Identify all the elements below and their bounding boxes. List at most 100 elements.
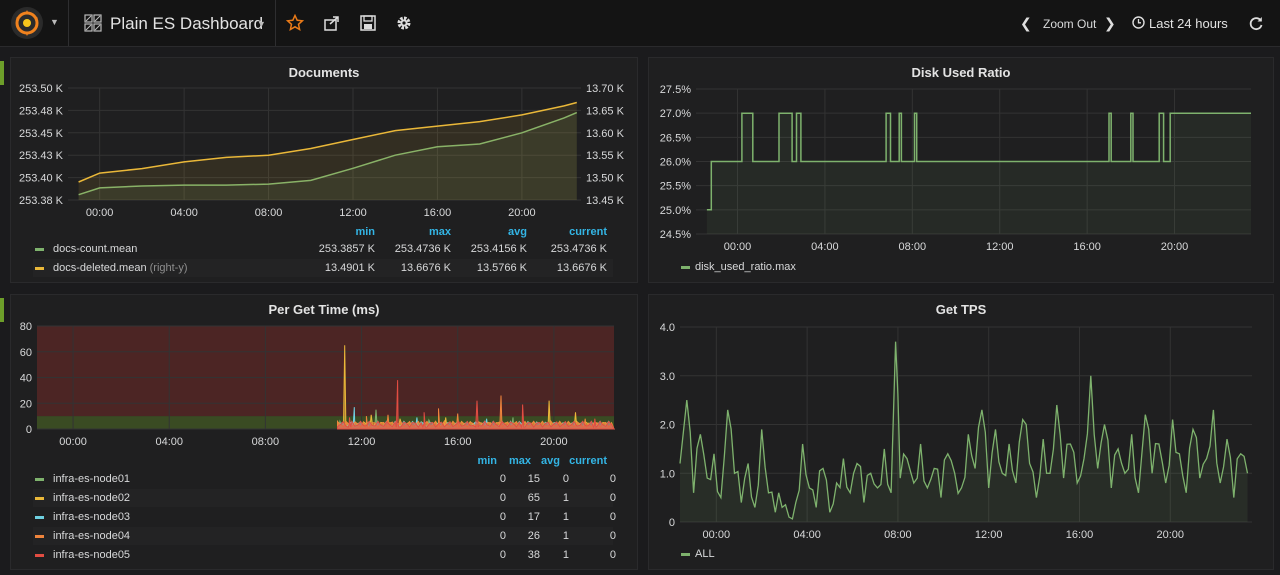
legend-header-avg[interactable]: avg [541,455,560,467]
get-tps-panel: Get TPS 0 1.0 2.0 3.0 4.0 00:00 04:00 08:00 12:0… [648,294,1274,570]
y2-tick-label: 13.50 K [586,173,625,185]
series-color-swatch[interactable] [35,497,44,500]
y-tick-label: 253.50 K [19,83,64,95]
legend-series-row[interactable]: infra-es-node02 0 65 1 0 [33,489,616,507]
x-tick-label: 00:00 [59,436,87,448]
legend-header-max[interactable]: max [428,226,451,238]
dashboard-picker[interactable]: Plain ES Dashboard ▼ [70,0,276,46]
y-tick-label: 253.43 K [19,150,64,162]
y2-tick-label: 13.60 K [586,128,625,140]
x-tick-label: 20:00 [1161,241,1189,253]
time-shift-back-button[interactable]: ❮ [1020,15,1032,31]
legend-current: 0 [609,511,616,523]
tps-legend: ALL [679,545,799,563]
panel-title[interactable]: Get TPS [935,302,987,317]
series-name: docs-deleted.mean [53,262,147,274]
legend-row-stripe [33,489,613,507]
legend-avg: 1 [562,549,569,561]
series-name: ALL [695,548,715,560]
time-range-picker[interactable]: Last 24 hours [1149,16,1228,31]
legend-max: 38 [527,549,540,561]
panel-title[interactable]: Per Get Time (ms) [268,302,380,317]
legend-series-row[interactable]: infra-es-node01 0 15 0 0 [33,470,616,488]
legend-max: 26 [527,530,540,542]
y-tick-label: 26.5% [660,132,691,144]
legend-current: 0 [609,530,616,542]
series-name: disk_used_ratio.max [695,261,796,273]
legend-avg: 1 [562,492,569,504]
refresh-icon[interactable] [1248,15,1264,31]
settings-gear-icon[interactable] [395,14,413,32]
documents-panel: Documents 253.38 K 13.45 K 253.40 K 13.50 K… [10,57,638,283]
y2-tick-label: 13.65 K [586,105,625,117]
series-line-docs-deleted.mean [78,101,577,183]
x-tick-label: 12:00 [986,241,1014,253]
series-color-swatch[interactable] [681,553,690,556]
x-tick-label: 00:00 [86,207,114,219]
legend-header-max[interactable]: max [508,455,531,467]
y-tick-label: 26.0% [660,157,691,169]
grafana-menu-button[interactable]: ▼ [0,0,69,46]
y-tick-label: 1.0 [660,468,675,480]
legend-min: 0 [499,492,506,504]
legend-header-current[interactable]: current [569,455,607,467]
series-name: infra-es-node03 [53,511,131,523]
x-tick-label: 08:00 [252,436,280,448]
series-line-disk_used_ratio.max [706,112,1251,211]
top-navbar: ▼ Plain ES Dashboard ▼ ❮ Zoom Out ❯ Last… [0,0,1280,47]
legend-header-min[interactable]: min [355,226,375,238]
panel-title[interactable]: Disk Used Ratio [911,65,1011,80]
row-collapse-handle[interactable] [0,298,4,322]
series-color-swatch[interactable] [35,554,44,557]
series-color-swatch[interactable] [35,248,44,251]
series-color-swatch[interactable] [35,535,44,538]
y-tick-label: 253.38 K [19,195,64,207]
legend-series-row[interactable]: infra-es-node05 0 38 1 0 [33,546,616,564]
legend-max: 15 [527,473,540,485]
legend-header-avg[interactable]: avg [508,226,527,238]
series-color-swatch[interactable] [35,267,44,270]
legend-current: 0 [609,473,616,485]
y-tick-label: 4.0 [660,322,675,334]
x-tick-label: 12:00 [348,436,376,448]
y-tick-label: 2.0 [660,420,675,432]
legend-min: 13.4901 K [324,262,375,274]
y-tick-label: 80 [20,321,32,333]
row-collapse-handle[interactable] [0,61,4,85]
series-line-docs-count.mean [78,111,578,196]
series-area-ALL [680,341,1248,522]
legend-series-row[interactable]: infra-es-node04 0 26 1 0 [33,527,616,545]
star-icon[interactable] [286,14,304,32]
series-color-swatch[interactable] [35,516,44,519]
legend-series-row[interactable]: infra-es-node03 0 17 1 0 [33,508,616,526]
time-shift-forward-button[interactable]: ❯ [1104,15,1116,31]
chevron-down-icon: ▼ [50,17,59,27]
legend-min: 0 [499,549,506,561]
series-color-swatch[interactable] [681,266,690,269]
legend-header-current[interactable]: current [569,226,607,238]
y-tick-label: 25.0% [660,205,691,217]
legend-series-row[interactable]: docs-deleted.mean (right-y) 13.4901 K 13… [33,259,613,277]
x-tick-label: 04:00 [793,529,821,541]
legend-series-row[interactable]: disk_used_ratio.max [679,258,879,276]
x-tick-label: 04:00 [811,241,839,253]
y2-tick-label: 13.55 K [586,150,625,162]
save-icon[interactable] [359,14,377,32]
series-axis-note: (right-y) [149,262,188,274]
y-tick-label: 27.0% [660,108,691,120]
legend-header-min[interactable]: min [477,455,497,467]
legend-current: 13.6676 K [556,262,607,274]
zoom-out-button[interactable]: Zoom Out [1043,17,1097,31]
y-tick-label: 25.5% [660,181,691,193]
share-icon[interactable] [323,14,341,32]
chevron-down-icon: ▼ [257,19,266,29]
series-color-swatch[interactable] [35,478,44,481]
y-tick-label: 24.5% [660,229,691,241]
legend-min: 0 [499,511,506,523]
legend-series-row[interactable]: ALL [679,545,799,563]
x-tick-label: 20:00 [540,436,568,448]
panel-title[interactable]: Documents [288,65,360,80]
legend-series-row[interactable]: docs-count.mean 253.3857 K 253.4736 K 25… [33,240,613,258]
disk-used-ratio-panel: Disk Used Ratio 24.5% 25.0% 25.5% 26.0% 26.5… [648,57,1274,283]
documents-chart: 253.38 K 13.45 K 253.40 K 13.50 K 253.43 K 13… [19,83,625,219]
